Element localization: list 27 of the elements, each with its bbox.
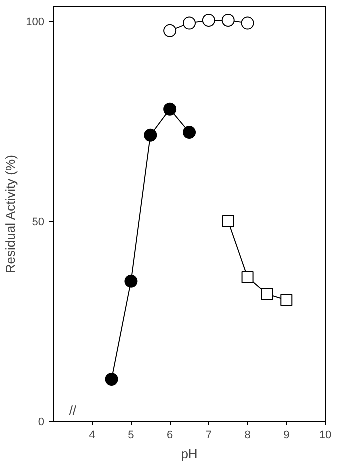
x-axis-title: pH <box>181 446 198 462</box>
point <box>261 288 274 300</box>
point <box>183 126 196 140</box>
y-tick-label: 50 <box>32 216 45 228</box>
point <box>241 16 254 30</box>
point <box>105 372 118 386</box>
x-tick-label: 10 <box>319 430 332 442</box>
x-tick-label: 7 <box>206 430 212 442</box>
point <box>183 16 196 30</box>
x-tick-label: 5 <box>128 430 134 442</box>
y-tick-label: 100 <box>26 16 45 28</box>
point <box>144 128 158 142</box>
point <box>202 14 216 27</box>
point <box>280 294 293 306</box>
point <box>222 14 235 27</box>
x-tick-label: 6 <box>167 430 174 442</box>
y-tick-label: 0 <box>38 416 45 428</box>
x-tick-label: 9 <box>284 430 290 442</box>
point <box>164 102 177 116</box>
annotation: // <box>69 403 77 418</box>
point <box>164 24 177 38</box>
y-axis-title: Residual Activity (%) <box>3 155 18 274</box>
point <box>242 271 254 284</box>
point <box>222 215 234 228</box>
point <box>124 274 138 288</box>
x-tick-label: 8 <box>244 430 251 442</box>
x-tick-label: 4 <box>89 430 96 442</box>
